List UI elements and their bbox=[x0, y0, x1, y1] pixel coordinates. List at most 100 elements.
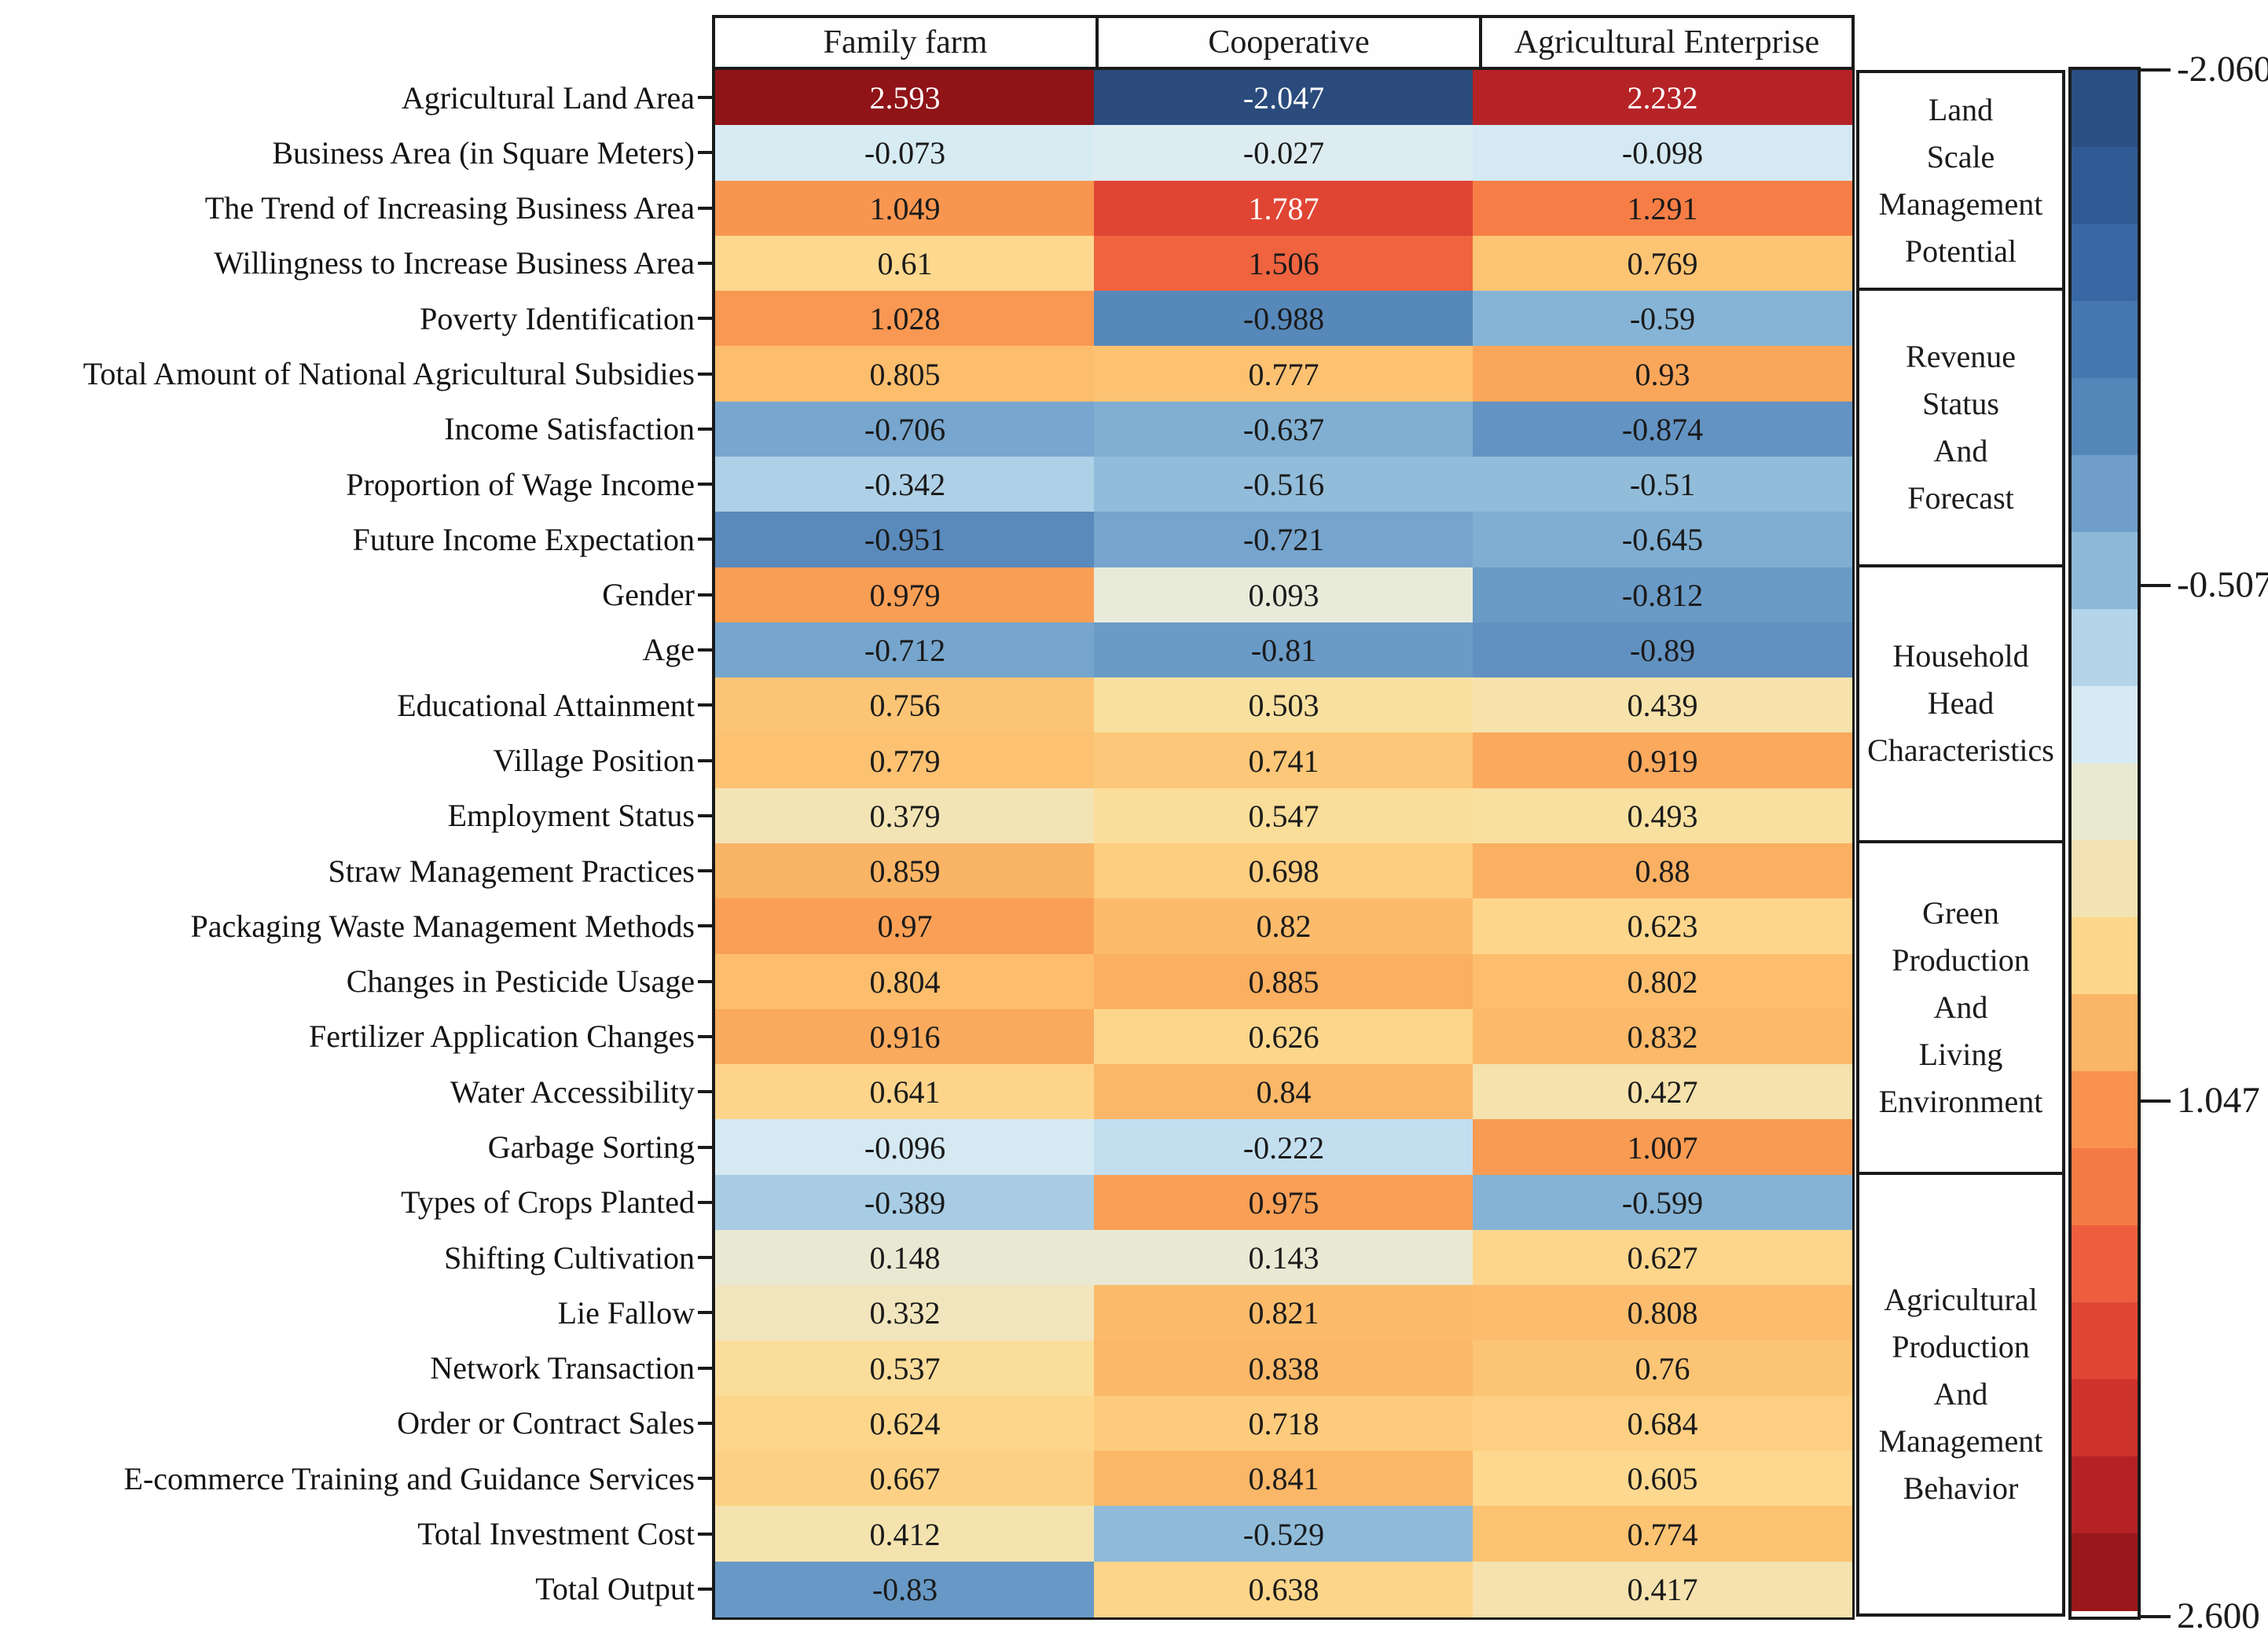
row-label: Network Transaction bbox=[430, 1350, 695, 1386]
heatmap-cell: 0.88 bbox=[1473, 843, 1852, 900]
heatmap-cell: 0.427 bbox=[1473, 1064, 1852, 1121]
heatmap-cell: 0.916 bbox=[715, 1008, 1095, 1066]
heatmap-cell: -0.721 bbox=[1094, 512, 1473, 568]
colorbar bbox=[2068, 67, 2141, 1620]
row-label: Future Income Expectation bbox=[352, 521, 695, 557]
heatmap-cell: 1.028 bbox=[715, 291, 1095, 347]
colorbar-segment bbox=[2072, 70, 2138, 148]
heatmap-cell: -0.874 bbox=[1473, 401, 1852, 457]
heatmap-cell: 0.627 bbox=[1473, 1230, 1852, 1287]
row-axis-tick bbox=[698, 1477, 715, 1481]
row-axis-tick bbox=[698, 96, 715, 100]
category-box: Household Head Characteristics bbox=[1856, 564, 2065, 843]
colorbar-segment bbox=[2072, 147, 2138, 225]
colorbar-segment bbox=[2072, 1533, 2138, 1611]
row-axis-tick bbox=[698, 1532, 715, 1536]
row-label: Water Accessibility bbox=[450, 1074, 695, 1110]
row-label: Gender bbox=[602, 577, 695, 613]
row-label: Straw Management Practices bbox=[328, 853, 695, 889]
row-axis-tick bbox=[698, 1256, 715, 1260]
colorbar-segment bbox=[2072, 686, 2138, 764]
column-header-agricultural-enterprise: Agricultural Enterprise bbox=[1479, 15, 1855, 70]
row-label: Age bbox=[642, 632, 695, 668]
row-axis-tick bbox=[698, 1422, 715, 1425]
row-label: Employment Status bbox=[447, 798, 695, 834]
row-label: Total Investment Cost bbox=[417, 1516, 695, 1552]
row-axis-tick bbox=[698, 317, 715, 321]
colorbar-tick-label: 2.600 bbox=[2177, 1595, 2260, 1636]
colorbar-segment bbox=[2072, 455, 2138, 533]
heatmap-cell: 0.641 bbox=[715, 1064, 1095, 1121]
row-label: Agricultural Land Area bbox=[401, 79, 695, 116]
heatmap-cell: 0.885 bbox=[1094, 953, 1473, 1010]
heatmap-cell: 1.049 bbox=[715, 180, 1095, 237]
heatmap-cell: 0.718 bbox=[1094, 1395, 1473, 1452]
colorbar-segment bbox=[2072, 763, 2138, 841]
category-box: Land Scale Management Potential bbox=[1856, 70, 2065, 292]
row-label: Packaging Waste Management Methods bbox=[190, 908, 695, 944]
heatmap-cell: 2.593 bbox=[715, 70, 1095, 127]
heatmap-cell: 0.93 bbox=[1473, 346, 1852, 402]
heatmap-cell: 0.805 bbox=[715, 346, 1095, 402]
heatmap-cell: 0.779 bbox=[715, 732, 1095, 789]
heatmap-cell: -0.073 bbox=[715, 125, 1095, 182]
heatmap-cell: -2.047 bbox=[1094, 70, 1473, 127]
heatmap-cell: 0.804 bbox=[715, 953, 1095, 1010]
heatmap-cell: 0.82 bbox=[1094, 898, 1473, 955]
category-box: Green Production And Living Environment bbox=[1856, 840, 2065, 1175]
heatmap-cell: 1.787 bbox=[1094, 180, 1473, 237]
heatmap-cell: -0.222 bbox=[1094, 1119, 1473, 1176]
row-label: Willingness to Increase Business Area bbox=[214, 245, 695, 281]
row-label: Order or Contract Sales bbox=[397, 1405, 695, 1441]
row-axis-tick bbox=[698, 206, 715, 210]
heatmap-cell: -0.529 bbox=[1094, 1506, 1473, 1562]
heatmap-cell: 0.756 bbox=[715, 677, 1095, 734]
column-header-family-farm: Family farm bbox=[712, 15, 1099, 70]
heatmap-cell: 0.741 bbox=[1094, 732, 1473, 789]
row-axis-tick bbox=[698, 151, 715, 155]
colorbar-segment bbox=[2072, 1071, 2138, 1149]
heatmap-cell: 0.537 bbox=[715, 1340, 1095, 1397]
row-axis-tick bbox=[698, 1035, 715, 1038]
heatmap-cell: 0.769 bbox=[1473, 235, 1852, 292]
heatmap-cell: 0.626 bbox=[1094, 1008, 1473, 1066]
heatmap-cell: -0.951 bbox=[715, 512, 1095, 568]
heatmap-cell: 0.605 bbox=[1473, 1451, 1852, 1507]
heatmap-cell: 0.97 bbox=[715, 898, 1095, 955]
heatmap-cell: -0.812 bbox=[1473, 567, 1852, 623]
heatmap-cell: -0.83 bbox=[715, 1561, 1095, 1617]
heatmap-cell: 0.832 bbox=[1473, 1008, 1852, 1066]
colorbar-segment bbox=[2072, 994, 2138, 1072]
heatmap-cell: 1.291 bbox=[1473, 180, 1852, 237]
category-label: Green Production And Living Environment bbox=[1878, 894, 2043, 1119]
colorbar-segment bbox=[2072, 840, 2138, 918]
heatmap-cell: 0.093 bbox=[1094, 567, 1473, 623]
row-axis-tick bbox=[698, 1090, 715, 1094]
heatmap-cell: 0.979 bbox=[715, 567, 1095, 623]
heatmap-cell: 0.821 bbox=[1094, 1285, 1473, 1342]
heatmap-cell: -0.096 bbox=[715, 1119, 1095, 1176]
row-axis-tick bbox=[698, 869, 715, 873]
heatmap-cell: 0.808 bbox=[1473, 1285, 1852, 1342]
row-label: Lie Fallow bbox=[557, 1294, 695, 1331]
colorbar-tick-label: 1.047 bbox=[2177, 1080, 2260, 1122]
colorbar-tick bbox=[2141, 583, 2171, 587]
heatmap-cell: 0.417 bbox=[1473, 1561, 1852, 1617]
colorbar-tick bbox=[2141, 68, 2171, 72]
heatmap-cell: -0.59 bbox=[1473, 291, 1852, 347]
heatmap-cell: 0.503 bbox=[1094, 677, 1473, 734]
row-axis-tick bbox=[698, 1200, 715, 1204]
category-label: Agricultural Production And Management Behav… bbox=[1878, 1281, 2043, 1506]
row-label: Business Area (in Square Meters) bbox=[272, 134, 695, 171]
heatmap-cell: 0.975 bbox=[1094, 1174, 1473, 1231]
row-axis-tick bbox=[698, 924, 715, 928]
heatmap-cell: -0.81 bbox=[1094, 622, 1473, 679]
colorbar-segment bbox=[2072, 1456, 2138, 1534]
heatmap-cell: 0.841 bbox=[1094, 1451, 1473, 1507]
row-axis-tick bbox=[698, 1145, 715, 1149]
colorbar-segment bbox=[2072, 1302, 2138, 1380]
category-box: Agricultural Production And Management Behav… bbox=[1856, 1171, 2065, 1617]
category-label: Land Scale Management Potential bbox=[1878, 91, 2043, 269]
heatmap-cell: 0.379 bbox=[715, 787, 1095, 844]
